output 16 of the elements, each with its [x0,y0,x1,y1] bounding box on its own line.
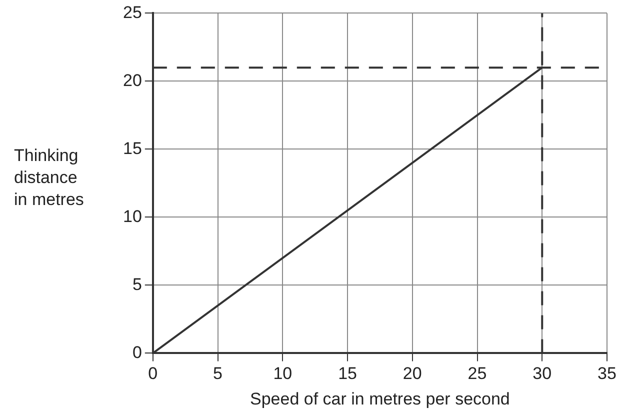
x-tick-label: 5 [213,364,223,384]
y-tick-label: 5 [132,274,142,294]
y-tick-label: 10 [122,206,142,226]
y-tick-label: 20 [122,70,142,90]
x-tick-label: 35 [598,364,616,384]
x-tick-label: 0 [148,364,158,384]
x-axis-title: Speed of car in metres per second [250,389,510,408]
x-tick-label: 15 [338,364,357,384]
x-tick-label: 30 [532,364,552,384]
x-tick-label: 10 [273,364,292,384]
y-tick-label: 0 [132,342,142,362]
y-tick-label: 25 [122,2,142,22]
y-tick-label: 15 [122,138,142,158]
y-axis-title: Thinking distance in metres [14,145,84,211]
x-tick-label: 20 [402,364,422,384]
x-tick-label: 25 [468,364,487,384]
